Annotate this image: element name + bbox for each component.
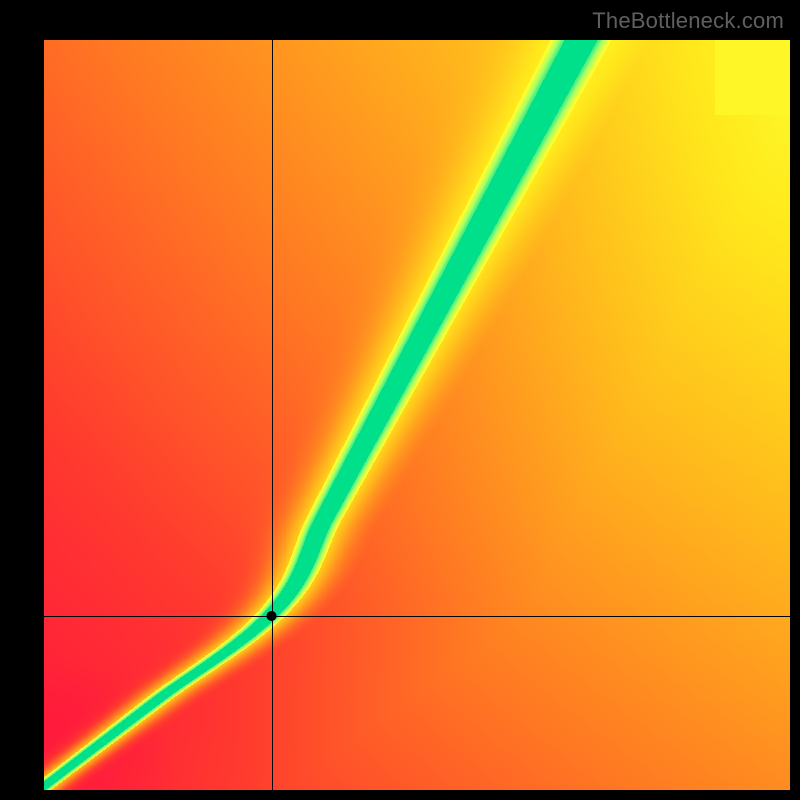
watermark-text: TheBottleneck.com <box>592 8 784 34</box>
chart-wrapper: TheBottleneck.com <box>0 0 800 800</box>
bottleneck-heatmap <box>0 0 800 800</box>
